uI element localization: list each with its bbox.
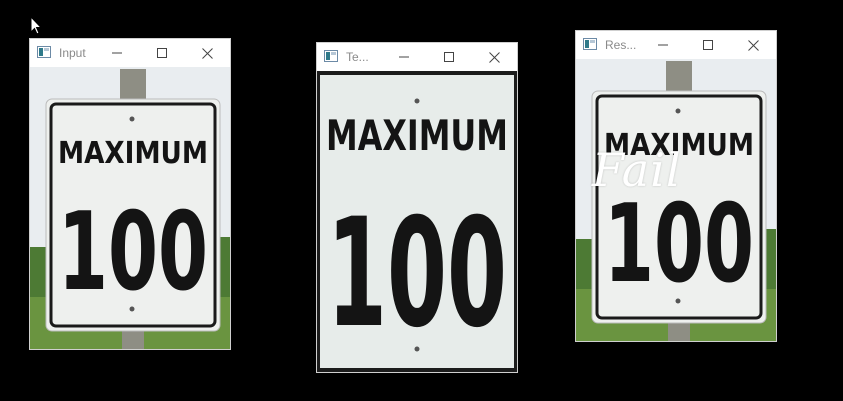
maximize-button[interactable] xyxy=(439,47,459,67)
sign-line1: MAXIMUM xyxy=(326,111,508,160)
window-title: Res... xyxy=(605,38,637,52)
minimize-button[interactable] xyxy=(394,47,414,67)
minimize-icon xyxy=(658,44,668,46)
sign-line2: 100 xyxy=(604,182,754,307)
maximize-icon xyxy=(444,52,454,62)
maximize-button[interactable] xyxy=(152,43,172,63)
close-button[interactable] xyxy=(484,47,504,67)
input-window: Input MAXIMUM 100 xyxy=(29,38,231,350)
sign-line2: 100 xyxy=(58,190,208,315)
window-title: Input xyxy=(59,46,86,60)
app-icon xyxy=(37,46,51,58)
minimize-icon xyxy=(112,52,122,54)
sign-line1: MAXIMUM xyxy=(58,136,208,171)
result-window: Res... MAXIMUM 100 Fail xyxy=(575,30,777,342)
minimize-button[interactable] xyxy=(653,35,673,55)
close-icon xyxy=(201,47,213,59)
mouse-cursor-icon xyxy=(30,16,42,35)
sign-line1: MAXIMUM xyxy=(604,128,754,163)
maximize-button[interactable] xyxy=(698,35,718,55)
image-canvas: MAXIMUM 100 Fail xyxy=(576,59,776,341)
title-bar[interactable]: Te... xyxy=(317,43,517,71)
title-bar[interactable]: Input xyxy=(30,39,230,67)
close-button[interactable] xyxy=(197,43,217,63)
template-crop: MAXIMUM 100 xyxy=(317,71,517,372)
close-button[interactable] xyxy=(743,35,763,55)
maximize-icon xyxy=(703,40,713,50)
app-icon xyxy=(583,38,597,50)
sign-photo: MAXIMUM 100 xyxy=(576,59,776,341)
window-title: Te... xyxy=(346,50,369,64)
image-canvas: MAXIMUM 100 xyxy=(30,67,230,349)
image-canvas: MAXIMUM 100 xyxy=(317,71,517,372)
sign-line2: 100 xyxy=(327,187,507,361)
sign-photo: MAXIMUM 100 xyxy=(30,67,230,349)
template-window: Te... MAXIMUM 100 xyxy=(316,42,518,373)
title-bar[interactable]: Res... xyxy=(576,31,776,59)
maximize-icon xyxy=(157,48,167,58)
minimize-button[interactable] xyxy=(107,43,127,63)
minimize-icon xyxy=(399,56,409,58)
close-icon xyxy=(747,39,759,51)
result-overlay-text: Fail xyxy=(592,143,682,197)
app-icon xyxy=(324,50,338,62)
close-icon xyxy=(488,51,500,63)
